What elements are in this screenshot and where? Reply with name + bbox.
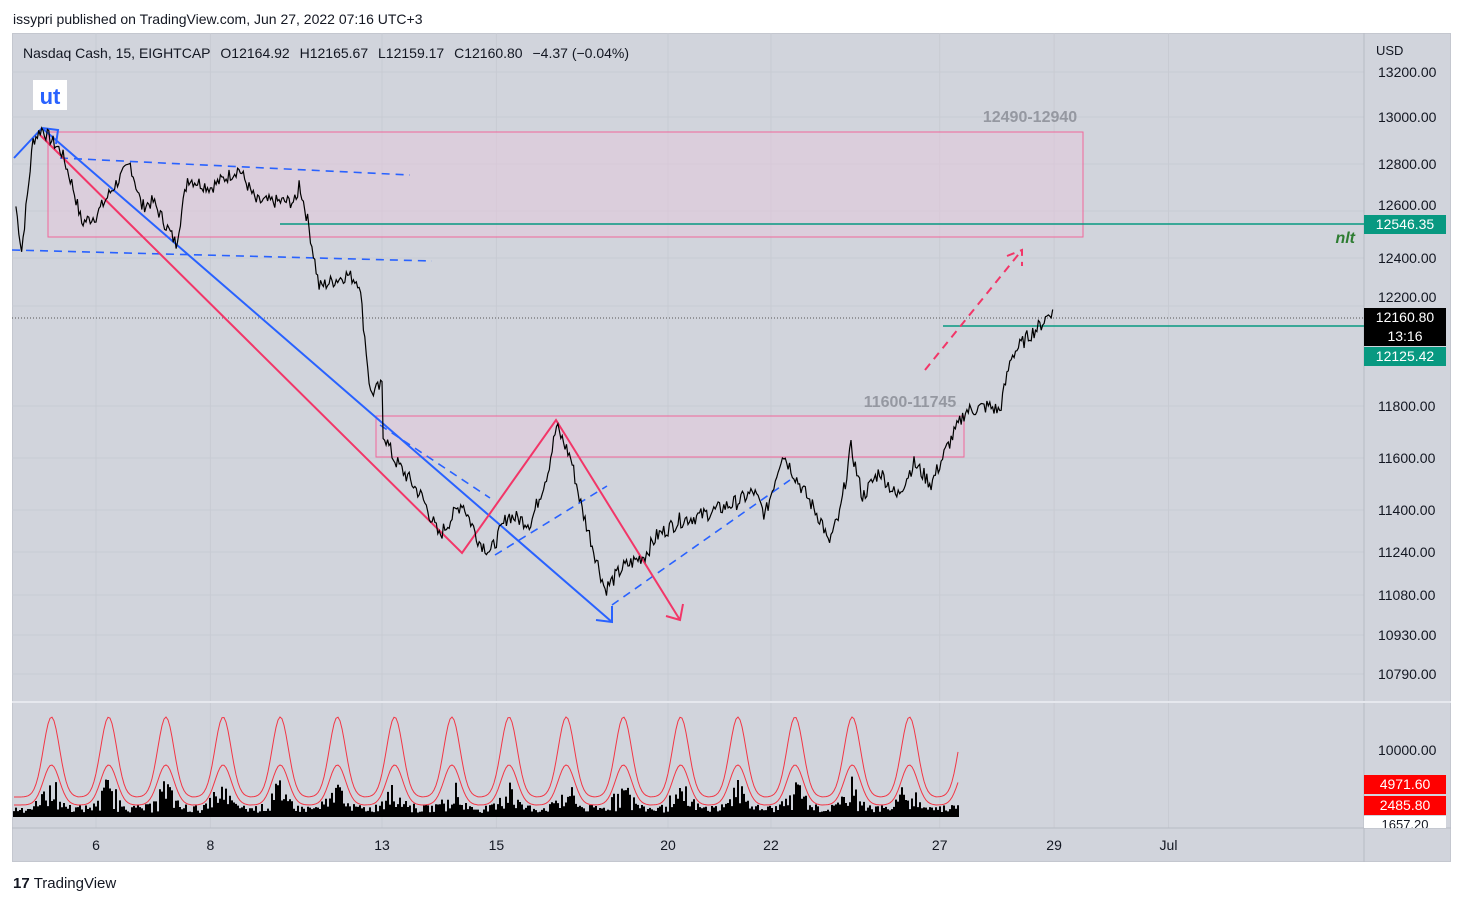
price-series bbox=[15, 126, 1054, 596]
ut-label-bg bbox=[33, 80, 67, 110]
zone-top-label: 12490-12940 bbox=[983, 109, 1077, 126]
price-tick: 12600.00 bbox=[1378, 197, 1437, 213]
pink-zigzag-arrow bbox=[39, 134, 684, 622]
low-value: L12159.17 bbox=[378, 45, 445, 61]
time-tick: 13 bbox=[374, 837, 390, 853]
symbol-legend: Nasdaq Cash, 15, EIGHTCAP O12164.92 H121… bbox=[23, 45, 635, 61]
last-price: 12160.80 bbox=[1375, 309, 1435, 325]
tradingview-logo[interactable]: 17 TradingView bbox=[13, 875, 117, 892]
publish-info: issypri published on TradingView.com, Ju… bbox=[13, 11, 423, 27]
price-tick: 12800.00 bbox=[1378, 156, 1437, 172]
time-tick: 6 bbox=[92, 837, 100, 853]
price-tick: 11080.00 bbox=[1378, 587, 1436, 603]
volume-label-3: 1657.20 bbox=[1364, 816, 1446, 828]
price-line bbox=[15, 126, 1054, 596]
change-value: −4.37 (−0.04%) bbox=[532, 45, 630, 61]
time-axis[interactable]: 6 8 13 15 20 22 27 29 Jul bbox=[92, 837, 1177, 853]
volume-ma-line-1 bbox=[14, 716, 959, 798]
high-value: H12165.67 bbox=[299, 45, 369, 61]
time-tick: 15 bbox=[489, 837, 505, 853]
volume-label-2: 2485.80 bbox=[1364, 796, 1446, 815]
price-tick: 12400.00 bbox=[1378, 250, 1437, 266]
close-value: C12160.80 bbox=[454, 45, 523, 61]
price-tick: 12200.00 bbox=[1378, 289, 1437, 305]
pink-dashed-projection bbox=[924, 248, 1023, 371]
ut-label: ut bbox=[40, 84, 61, 109]
last-price-label: 12160.80 13:16 bbox=[1364, 308, 1446, 346]
price-tick: 11800.00 bbox=[1378, 398, 1436, 414]
volume-ma-line-2 bbox=[14, 764, 959, 806]
price-tick: 13200.00 bbox=[1378, 64, 1437, 80]
pink-drawings[interactable] bbox=[39, 134, 1023, 622]
logo-icon: 17 bbox=[13, 875, 30, 892]
time-tick: 29 bbox=[1046, 837, 1062, 853]
volume-bars bbox=[13, 776, 959, 817]
price-tick: 11240.00 bbox=[1378, 544, 1436, 560]
level-label-12125: 12125.42 bbox=[1364, 347, 1446, 366]
open-value: O12164.92 bbox=[220, 45, 290, 61]
price-tick: 11400.00 bbox=[1378, 502, 1436, 518]
blue-dashed-channel bbox=[11, 157, 791, 606]
volume-indicator bbox=[13, 716, 959, 817]
volume-tick: 10000.00 bbox=[1378, 742, 1437, 758]
blue-down-arrow bbox=[13, 127, 613, 624]
symbol-name[interactable]: Nasdaq Cash, 15, EIGHTCAP bbox=[23, 45, 211, 61]
currency-label: USD bbox=[1376, 43, 1403, 58]
time-tick: 22 bbox=[763, 837, 779, 853]
time-tick: 20 bbox=[660, 837, 676, 853]
time-tick: 27 bbox=[932, 837, 948, 853]
price-tick: 13000.00 bbox=[1378, 109, 1437, 125]
price-tick: 10930.00 bbox=[1378, 627, 1437, 643]
support-zone[interactable] bbox=[375, 415, 965, 458]
blue-drawings[interactable] bbox=[11, 80, 791, 624]
volume-label-1: 4971.60 bbox=[1364, 775, 1446, 794]
time-tick: Jul bbox=[1160, 837, 1178, 853]
time-tick: 8 bbox=[207, 837, 215, 853]
price-tick: 10790.00 bbox=[1378, 666, 1437, 682]
price-tick: 11600.00 bbox=[1378, 450, 1436, 466]
resistance-zone[interactable] bbox=[47, 131, 1084, 238]
nlt-label: nlt bbox=[1335, 230, 1355, 247]
level-label-12546: 12546.35 bbox=[1364, 215, 1446, 234]
zone-bottom-label: 11600-11745 bbox=[864, 394, 957, 411]
bar-countdown: 13:16 bbox=[1387, 328, 1423, 344]
price-axis[interactable]: 13200.00 13000.00 12800.00 12600.00 12400.00… bbox=[1378, 64, 1437, 682]
